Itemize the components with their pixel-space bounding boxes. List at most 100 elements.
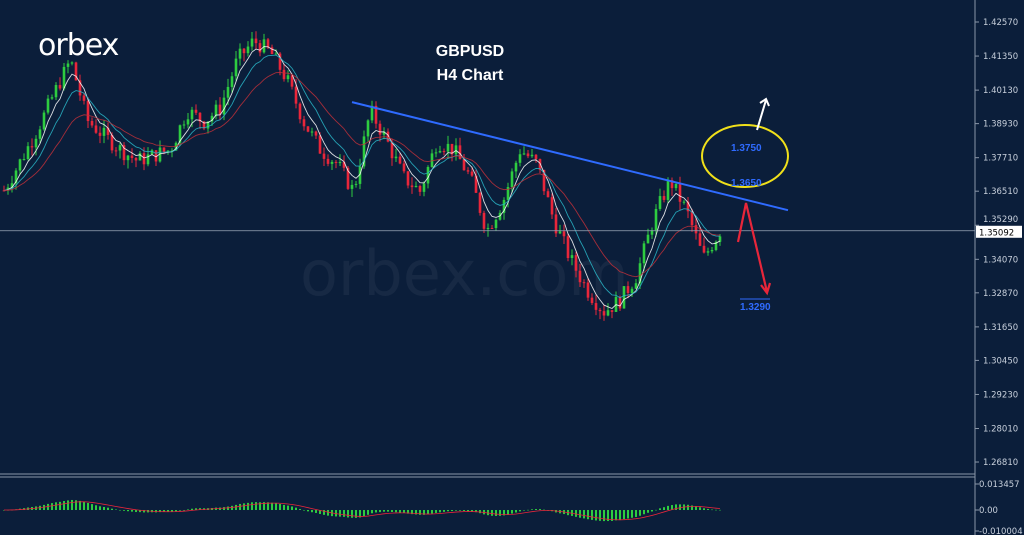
macd-bar bbox=[707, 509, 709, 510]
candle-body bbox=[522, 153, 526, 155]
macd-bar bbox=[435, 510, 437, 513]
macd-bar bbox=[135, 510, 137, 513]
moving-average-5 bbox=[3, 46, 721, 310]
candle-body bbox=[146, 154, 150, 165]
candle-body bbox=[438, 151, 442, 153]
macd-bar bbox=[595, 510, 597, 521]
candle-body bbox=[314, 131, 318, 136]
macd-bar bbox=[51, 503, 53, 510]
candle-body bbox=[654, 208, 658, 231]
macd-bar bbox=[375, 510, 377, 513]
macd-bar bbox=[419, 510, 421, 515]
candle-body bbox=[34, 138, 38, 148]
candle-body bbox=[594, 303, 598, 310]
y-tick-label: 1.42570 bbox=[983, 18, 1018, 28]
y-tick-label: 1.32870 bbox=[983, 289, 1018, 299]
candle-body bbox=[402, 163, 406, 172]
candle-body bbox=[686, 201, 690, 212]
macd-bar bbox=[79, 500, 81, 510]
macd-bar bbox=[119, 509, 121, 511]
candle-body bbox=[570, 255, 574, 259]
candle-body bbox=[30, 146, 34, 148]
y-tick-label: 1.41350 bbox=[983, 52, 1018, 62]
macd-bar bbox=[291, 506, 293, 510]
macd-bar bbox=[463, 510, 465, 511]
candle-body bbox=[298, 103, 302, 120]
macd-bar bbox=[95, 505, 97, 510]
candle-body bbox=[466, 170, 470, 172]
macd-bar bbox=[103, 506, 105, 510]
candle-body bbox=[358, 166, 362, 184]
macd-bar bbox=[263, 502, 265, 510]
candle-body bbox=[250, 38, 254, 47]
macd-bar bbox=[667, 505, 669, 510]
candle-body bbox=[106, 127, 110, 135]
macd-bar bbox=[371, 510, 373, 514]
candle-body bbox=[382, 131, 386, 135]
candle-body bbox=[454, 145, 458, 155]
candle-body bbox=[230, 76, 234, 87]
candle-body bbox=[506, 187, 510, 200]
candle-body bbox=[622, 286, 626, 309]
candle-body bbox=[22, 159, 26, 161]
macd-bar bbox=[251, 502, 253, 510]
candle-body bbox=[394, 156, 398, 159]
candle-body bbox=[134, 158, 138, 161]
candle-body bbox=[530, 154, 534, 157]
candle-body bbox=[490, 227, 494, 229]
macd-bar bbox=[663, 507, 665, 510]
candle-body bbox=[446, 143, 450, 152]
macd-bar bbox=[643, 510, 645, 515]
macd-bar bbox=[675, 504, 677, 510]
candle-body bbox=[450, 143, 454, 155]
candle-body bbox=[386, 131, 390, 142]
macd-bar bbox=[511, 510, 513, 514]
moving-average-21 bbox=[3, 71, 721, 278]
candle-body bbox=[286, 75, 290, 80]
y-tick-label: 1.31650 bbox=[983, 323, 1018, 333]
macd-bar bbox=[499, 510, 501, 516]
candle-body bbox=[346, 167, 350, 189]
orbex-logo: orbex bbox=[38, 28, 119, 63]
candle-body bbox=[142, 153, 146, 165]
candle-body bbox=[470, 171, 474, 176]
candle-body bbox=[546, 191, 550, 198]
candle-body bbox=[586, 282, 590, 298]
target-ellipse bbox=[701, 124, 789, 188]
candle-body bbox=[154, 150, 158, 162]
candle-body bbox=[262, 39, 266, 53]
macd-bar bbox=[639, 510, 641, 516]
candle-body bbox=[698, 233, 702, 246]
candle-body bbox=[534, 154, 538, 160]
symbol-label: GBPUSD bbox=[435, 43, 505, 60]
candle-body bbox=[718, 236, 722, 242]
candle-body bbox=[502, 199, 506, 213]
candle-body bbox=[690, 211, 694, 226]
candle-body bbox=[226, 86, 230, 98]
macd-bar bbox=[191, 508, 193, 510]
candle-body bbox=[334, 161, 338, 163]
macd-bar bbox=[167, 510, 169, 512]
candle-body bbox=[666, 180, 670, 200]
candle-body bbox=[270, 47, 274, 55]
macd-bar bbox=[75, 500, 77, 510]
candle-body bbox=[302, 119, 306, 127]
macd-signal-line bbox=[3, 501, 721, 521]
indicator-tick-label: 0.00 bbox=[979, 506, 998, 516]
candle-body bbox=[410, 185, 414, 188]
macd-bar bbox=[679, 504, 681, 510]
macd-bar bbox=[187, 509, 189, 510]
macd-bar bbox=[423, 510, 425, 515]
candle-body bbox=[398, 156, 402, 164]
macd-bar bbox=[719, 509, 721, 511]
macd-bar bbox=[459, 510, 461, 511]
candle-body bbox=[646, 234, 650, 244]
macd-bar bbox=[223, 507, 225, 510]
candle-body bbox=[198, 112, 202, 122]
candle-body bbox=[462, 159, 466, 171]
macd-bar bbox=[295, 507, 297, 510]
candle-body bbox=[678, 183, 682, 202]
candle-body bbox=[98, 132, 102, 136]
y-tick-label: 1.34070 bbox=[983, 255, 1018, 265]
macd-bar bbox=[531, 509, 533, 510]
